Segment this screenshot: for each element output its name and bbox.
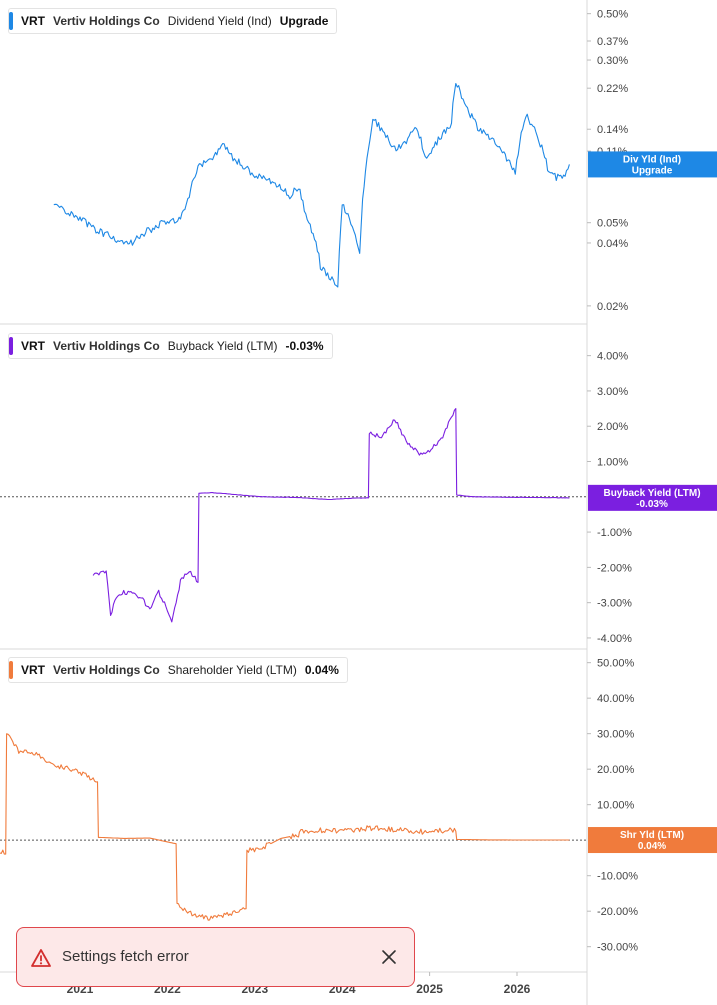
y-tick-label: -10.00% — [597, 871, 638, 883]
y-tick-label: 10.00% — [597, 800, 635, 812]
badge-background — [588, 484, 717, 511]
y-tick-label: 0.02% — [597, 301, 628, 313]
legend-metric: Dividend Yield (Ind) — [167, 14, 272, 28]
legend-shareholder-yield[interactable]: VRT Vertiv Holdings Co Shareholder Yield… — [8, 657, 348, 683]
legend-value: -0.03% — [285, 339, 324, 353]
y-tick-label: -1.00% — [597, 527, 632, 539]
y-tick-label: 0.22% — [597, 83, 628, 95]
badge-background — [588, 827, 717, 854]
legend-ticker: VRT — [21, 14, 45, 28]
series-line-div — [53, 82, 570, 288]
series-line-buyback — [92, 408, 570, 623]
legend-company: Vertiv Holdings Co — [53, 339, 160, 353]
legend-color-swatch — [9, 661, 13, 679]
badge-label: Div Yld (Ind) — [623, 154, 681, 165]
error-toast: Settings fetch error — [16, 927, 415, 987]
legend-metric: Buyback Yield (LTM) — [167, 339, 278, 353]
value-badge-buyback: Buyback Yield (LTM)-0.03% — [588, 484, 717, 511]
y-tick-label: 0.04% — [597, 238, 628, 250]
y-tick-label: 40.00% — [597, 693, 635, 705]
x-tick-label: 2026 — [504, 982, 531, 996]
y-tick-label: 3.00% — [597, 386, 628, 398]
y-tick-label: 0.05% — [597, 218, 628, 230]
y-tick-label: -2.00% — [597, 562, 632, 574]
badge-value: 0.04% — [638, 841, 666, 852]
badge-label: Shr Yld (LTM) — [620, 830, 684, 841]
y-tick-label: 0.14% — [597, 124, 628, 136]
legend-company: Vertiv Holdings Co — [53, 14, 160, 28]
y-tick-label: 50.00% — [597, 658, 635, 670]
legend-dividend-yield[interactable]: VRT Vertiv Holdings Co Dividend Yield (I… — [8, 8, 338, 34]
series-layer — [0, 82, 570, 921]
y-tick-label: 0.50% — [597, 9, 628, 21]
y-tick-label: -30.00% — [597, 942, 638, 954]
legend-ticker: VRT — [21, 663, 45, 677]
toast-message: Settings fetch error — [62, 948, 189, 965]
legend-company: Vertiv Holdings Co — [53, 663, 160, 677]
legend-buyback-yield[interactable]: VRT Vertiv Holdings Co Buyback Yield (LT… — [8, 333, 333, 359]
close-icon[interactable] — [380, 948, 398, 966]
badge-background — [588, 151, 717, 178]
y-tick-label: -3.00% — [597, 598, 632, 610]
value-badge-shareholder: Shr Yld (LTM)0.04% — [588, 827, 717, 854]
legend-value[interactable]: Upgrade — [279, 14, 329, 28]
y-tick-label: 30.00% — [597, 729, 635, 741]
legend-metric: Shareholder Yield (LTM) — [167, 663, 297, 677]
badge-value: -0.03% — [636, 499, 668, 510]
value-badge-div: Div Yld (Ind)Upgrade — [588, 151, 717, 178]
y-tick-label: 0.37% — [597, 36, 628, 48]
y-tick-label: -4.00% — [597, 633, 632, 645]
panel-dividers — [0, 0, 588, 1005]
y-axis-ticks: 0.50%0.37%0.30%0.22%0.14%0.11%0.05%0.04%… — [587, 9, 638, 954]
legend-ticker: VRT — [21, 339, 45, 353]
y-tick-label: 2.00% — [597, 421, 628, 433]
legend-value: 0.04% — [304, 663, 339, 677]
x-axis-ticks: 2021 2022 2023 2024 2025 2026 — [67, 972, 531, 996]
y-tick-label: 0.30% — [597, 55, 628, 67]
y-tick-label: 1.00% — [597, 457, 628, 469]
y-tick-label: 4.00% — [597, 351, 628, 363]
warning-icon — [31, 949, 51, 967]
x-tick-label: 2025 — [416, 982, 443, 996]
legend-color-swatch — [9, 337, 13, 355]
badge-label: Buyback Yield (LTM) — [603, 488, 700, 499]
badge-value: Upgrade — [632, 165, 673, 176]
y-tick-label: -20.00% — [597, 906, 638, 918]
series-line-shareholder — [0, 733, 570, 921]
y-tick-label: 20.00% — [597, 764, 635, 776]
legend-color-swatch — [9, 12, 13, 30]
